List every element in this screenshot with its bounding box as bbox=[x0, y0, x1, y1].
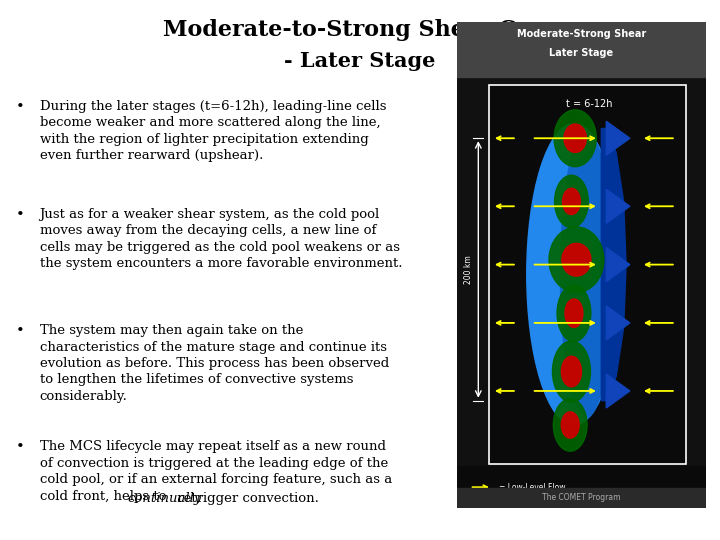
Bar bbox=[457, 488, 706, 508]
Text: •: • bbox=[16, 100, 24, 114]
Ellipse shape bbox=[549, 227, 604, 293]
Bar bbox=[490, 85, 685, 464]
Text: retrigger convection.: retrigger convection. bbox=[174, 492, 319, 505]
Ellipse shape bbox=[562, 412, 579, 438]
Text: continually: continually bbox=[127, 492, 202, 505]
Text: Moderate-to-Strong Shear Case: Moderate-to-Strong Shear Case bbox=[163, 19, 557, 41]
Polygon shape bbox=[606, 306, 630, 340]
Text: •: • bbox=[16, 440, 24, 454]
Polygon shape bbox=[606, 122, 630, 156]
Ellipse shape bbox=[564, 124, 586, 152]
Ellipse shape bbox=[562, 244, 591, 276]
Ellipse shape bbox=[554, 399, 587, 451]
Text: During the later stages (t=6-12h), leading-line cells
become weaker and more sca: During the later stages (t=6-12h), leadi… bbox=[40, 100, 386, 163]
Text: The MCS lifecycle may repeat itself as a new round
of convection is triggered at: The MCS lifecycle may repeat itself as a… bbox=[40, 440, 392, 503]
Ellipse shape bbox=[562, 356, 582, 387]
Text: = Low-Level Flow: = Low-Level Flow bbox=[500, 483, 566, 492]
Ellipse shape bbox=[552, 341, 590, 402]
Ellipse shape bbox=[560, 131, 612, 417]
Text: t = 6-12h: t = 6-12h bbox=[566, 99, 612, 110]
Polygon shape bbox=[606, 374, 630, 408]
Text: Just as for a weaker shear system, as the cold pool
moves away from the decaying: Just as for a weaker shear system, as th… bbox=[40, 208, 402, 271]
Polygon shape bbox=[606, 189, 630, 224]
Ellipse shape bbox=[565, 299, 583, 327]
Ellipse shape bbox=[557, 285, 591, 342]
Polygon shape bbox=[606, 247, 630, 282]
Text: 200 km: 200 km bbox=[464, 255, 473, 284]
Ellipse shape bbox=[554, 175, 588, 228]
Text: •: • bbox=[16, 208, 24, 222]
Text: •: • bbox=[16, 324, 24, 338]
Text: The COMET Program: The COMET Program bbox=[542, 494, 621, 502]
Ellipse shape bbox=[554, 110, 596, 167]
Text: - Later Stage: - Later Stage bbox=[284, 51, 436, 71]
Bar bbox=[457, 466, 706, 508]
Text: Moderate-Strong Shear: Moderate-Strong Shear bbox=[517, 29, 646, 39]
Ellipse shape bbox=[527, 124, 621, 425]
Text: Later Stage: Later Stage bbox=[549, 49, 613, 58]
Polygon shape bbox=[601, 129, 626, 401]
Ellipse shape bbox=[562, 188, 580, 214]
Text: The system may then again take on the
characteristics of the mature stage and co: The system may then again take on the ch… bbox=[40, 324, 389, 403]
Bar bbox=[457, 22, 706, 77]
